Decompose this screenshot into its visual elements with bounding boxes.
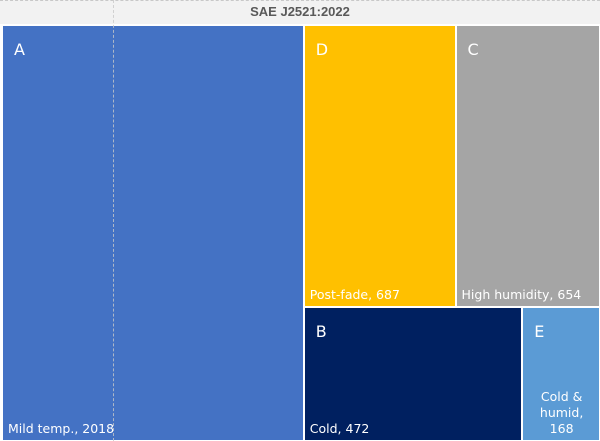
tile-label: Cold, 472 [309, 420, 370, 436]
guide-line [113, 0, 114, 441]
tile-letter: E [534, 321, 545, 341]
tile-label: Post-fade, 687 [309, 286, 400, 302]
tile-letter: A [14, 40, 25, 59]
treemap-tile: D Post-fade, 687 [304, 26, 455, 306]
tile-label: Cold & humid, 168 [539, 388, 584, 436]
tile-letter: B [315, 321, 327, 341]
tile-letter: D [315, 40, 329, 59]
tile-letter: C [467, 40, 479, 59]
treemap-tile: C High humidity, 654 [456, 26, 599, 306]
treemap-tile: E Cold & humid, 168 [523, 307, 599, 440]
tile-label: Mild temp., 2018 [8, 421, 115, 436]
tile-label: High humidity, 654 [461, 286, 582, 302]
chart-title: SAE J2521:2022 [250, 4, 350, 19]
treemap-tile: A Mild temp., 2018 [3, 26, 303, 440]
treemap-tile: B Cold, 472 [304, 307, 522, 440]
header-band [0, 0, 600, 24]
